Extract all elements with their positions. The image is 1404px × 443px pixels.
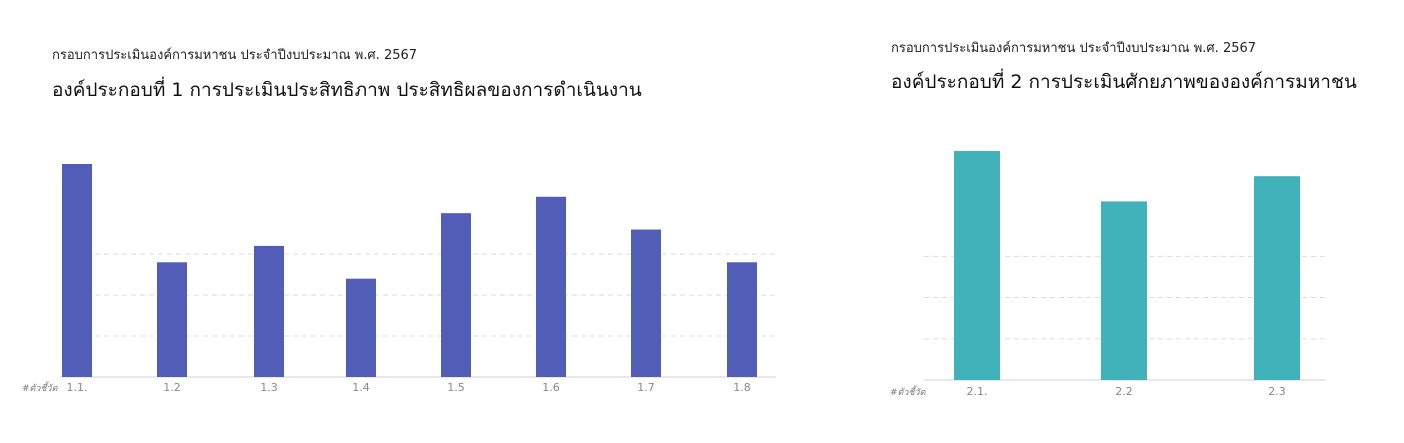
chart-1-tick-label: 1.5 bbox=[447, 381, 465, 394]
chart-1-plot: 1.1. 1.2 1.3 1.4 1.5 1.6 1.7 1.8 #ตัวชี้วัด bbox=[22, 164, 776, 394]
chart-1-tick-label: 1.4 bbox=[352, 381, 370, 394]
chart-1-tick-label: 1.7 bbox=[637, 381, 655, 394]
chart-2-bar bbox=[1101, 201, 1147, 380]
chart-1-x-axis-label: #ตัวชี้วัด bbox=[22, 381, 59, 394]
chart-2-bar bbox=[1254, 176, 1300, 380]
chart-1-subtitle: กรอบการประเมินองค์การมหาชน ประจำปีงบประม… bbox=[52, 48, 418, 63]
chart-1-bar bbox=[254, 245, 284, 377]
chart-1-bar bbox=[346, 278, 376, 377]
chart-1-bar bbox=[536, 196, 566, 377]
chart-1-title: องค์ประกอบที่ 1 การประเมินประสิทธิภาพ ปร… bbox=[52, 79, 642, 101]
chart-1-bar bbox=[727, 262, 757, 377]
chart-2-subtitle: กรอบการประเมินองค์การมหาชน ประจำปีงบประม… bbox=[891, 41, 1257, 56]
chart-1-tick-label: 1.8 bbox=[733, 381, 751, 394]
chart-1-bar bbox=[157, 262, 187, 377]
chart-1-bar bbox=[62, 164, 92, 377]
chart-1-tick-label: 1.3 bbox=[260, 381, 278, 394]
chart-2-tick-label: 2.1. bbox=[967, 385, 988, 398]
chart-1-tick-label: 1.6 bbox=[542, 381, 560, 394]
chart-2-tick-label: 2.2 bbox=[1115, 385, 1133, 398]
chart-2-tick-label: 2.3 bbox=[1268, 385, 1286, 398]
chart-2-plot: 2.1. 2.2 2.3 #ตัวชี้วัด bbox=[890, 151, 1326, 398]
chart-1-tick-label: 1.2 bbox=[163, 381, 181, 394]
chart-1-bar bbox=[631, 229, 661, 377]
chart-panel-1: กรอบการประเมินองค์การมหาชน ประจำปีงบประม… bbox=[22, 48, 776, 394]
chart-2-bar bbox=[954, 151, 1000, 380]
chart-1-bar bbox=[441, 213, 471, 377]
chart-1-tick-label: 1.1. bbox=[67, 381, 88, 394]
chart-2-x-axis-label: #ตัวชี้วัด bbox=[890, 385, 927, 398]
chart-2-title: องค์ประกอบที่ 2 การประเมินศักยภาพขององค์… bbox=[891, 71, 1357, 93]
chart-panel-2: กรอบการประเมินองค์การมหาชน ประจำปีงบประม… bbox=[860, 0, 1404, 443]
